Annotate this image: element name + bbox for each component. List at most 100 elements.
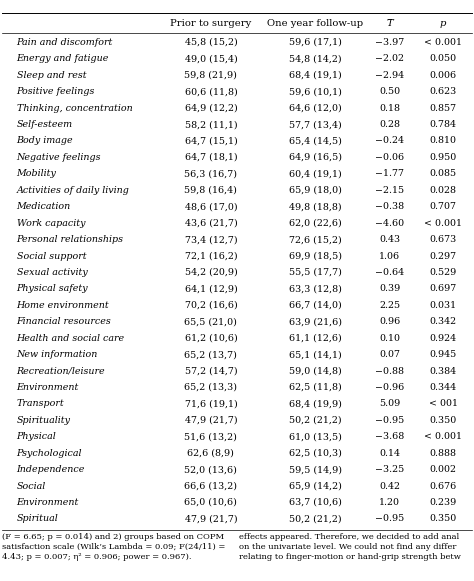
Text: 65,5 (21,0): 65,5 (21,0) [184,317,237,327]
Text: 1.20: 1.20 [379,498,400,507]
Text: Work capacity: Work capacity [17,218,85,228]
Text: 47,9 (21,7): 47,9 (21,7) [184,514,237,523]
Text: Prior to surgery: Prior to surgery [170,19,252,28]
Text: 0.350: 0.350 [429,514,457,523]
Text: Pain and discomfort: Pain and discomfort [17,38,113,47]
Text: Health and social care: Health and social care [17,333,125,343]
Text: 0.676: 0.676 [429,482,457,490]
Text: −3.68: −3.68 [375,432,404,442]
Text: 54,2 (20,9): 54,2 (20,9) [184,268,237,277]
Text: −0.64: −0.64 [375,268,404,277]
Text: 0.673: 0.673 [429,235,457,244]
Text: 50,2 (21,2): 50,2 (21,2) [289,416,342,425]
Text: 0.43: 0.43 [379,235,400,244]
Text: Mobility: Mobility [17,169,56,178]
Text: 0.42: 0.42 [379,482,400,490]
Text: < 0.001: < 0.001 [424,38,462,47]
Text: (F = 6.65; p = 0.014) and 2) groups based on COPM
satisfaction scale (Wilk’s Lam: (F = 6.65; p = 0.014) and 2) groups base… [2,533,226,561]
Text: T̅: T̅ [386,19,393,28]
Text: 59,0 (14,8): 59,0 (14,8) [289,367,342,375]
Text: Energy and fatigue: Energy and fatigue [17,54,109,63]
Text: 66,6 (13,2): 66,6 (13,2) [184,482,237,490]
Text: −3.97: −3.97 [375,38,404,47]
Text: 48,6 (17,0): 48,6 (17,0) [184,202,237,211]
Text: 60,6 (11,8): 60,6 (11,8) [184,87,237,96]
Text: 72,1 (16,2): 72,1 (16,2) [184,252,237,260]
Text: 49,0 (15,4): 49,0 (15,4) [184,54,237,63]
Text: 0.945: 0.945 [429,350,457,359]
Text: 64,7 (15,1): 64,7 (15,1) [184,137,237,145]
Text: 64,1 (12,9): 64,1 (12,9) [184,284,237,293]
Text: 65,2 (13,7): 65,2 (13,7) [184,350,237,359]
Text: 58,2 (11,1): 58,2 (11,1) [184,120,237,129]
Text: 0.18: 0.18 [379,103,400,113]
Text: 65,9 (14,2): 65,9 (14,2) [289,482,342,490]
Text: 57,7 (13,4): 57,7 (13,4) [289,120,342,129]
Text: 55,5 (17,7): 55,5 (17,7) [289,268,342,277]
Text: 62,5 (10,3): 62,5 (10,3) [289,449,342,458]
Text: 61,2 (10,6): 61,2 (10,6) [184,333,237,343]
Text: p: p [440,19,447,28]
Text: −2.02: −2.02 [375,54,404,63]
Text: 63,9 (21,6): 63,9 (21,6) [289,317,342,327]
Text: 0.50: 0.50 [379,87,400,96]
Text: Physical safety: Physical safety [17,284,88,293]
Text: Environment: Environment [17,383,79,392]
Text: 69,9 (18,5): 69,9 (18,5) [289,252,342,260]
Text: 63,3 (12,8): 63,3 (12,8) [289,284,342,293]
Text: 0.344: 0.344 [429,383,457,392]
Text: 60,4 (19,1): 60,4 (19,1) [289,169,342,178]
Text: Positive feelings: Positive feelings [17,87,95,96]
Text: 0.031: 0.031 [429,301,457,310]
Text: 0.07: 0.07 [379,350,400,359]
Text: Spiritual: Spiritual [17,514,58,523]
Text: 65,2 (13,3): 65,2 (13,3) [184,383,237,392]
Text: −0.96: −0.96 [375,383,404,392]
Text: 52,0 (13,6): 52,0 (13,6) [184,465,237,474]
Text: 2.25: 2.25 [379,301,400,310]
Text: 45,8 (15,2): 45,8 (15,2) [184,38,237,47]
Text: Activities of daily living: Activities of daily living [17,186,129,195]
Text: Psychological: Psychological [17,449,82,458]
Text: −1.77: −1.77 [375,169,404,178]
Text: Social: Social [17,482,46,490]
Text: < 001: < 001 [428,399,458,408]
Text: 59,8 (21,9): 59,8 (21,9) [184,71,237,80]
Text: −3.25: −3.25 [375,465,404,474]
Text: Sleep and rest: Sleep and rest [17,71,86,80]
Text: 43,6 (21,7): 43,6 (21,7) [184,218,237,228]
Text: Sexual activity: Sexual activity [17,268,87,277]
Text: 66,7 (14,0): 66,7 (14,0) [289,301,342,310]
Text: 59,8 (16,4): 59,8 (16,4) [184,186,237,195]
Text: −0.95: −0.95 [375,514,404,523]
Text: 47,9 (21,7): 47,9 (21,7) [184,416,237,425]
Text: 0.14: 0.14 [379,449,400,458]
Text: 0.297: 0.297 [429,252,457,260]
Text: Environment: Environment [17,498,79,507]
Text: Transport: Transport [17,399,64,408]
Text: 63,7 (10,6): 63,7 (10,6) [289,498,342,507]
Text: 0.239: 0.239 [429,498,457,507]
Text: Personal relationships: Personal relationships [17,235,124,244]
Text: 49,8 (18,8): 49,8 (18,8) [289,202,342,211]
Text: One year follow-up: One year follow-up [267,19,363,28]
Text: 0.342: 0.342 [429,317,457,327]
Text: Thinking, concentration: Thinking, concentration [17,103,132,113]
Text: Social support: Social support [17,252,86,260]
Text: 0.10: 0.10 [379,333,400,343]
Text: Recreation/leisure: Recreation/leisure [17,367,105,375]
Text: Spirituality: Spirituality [17,416,71,425]
Text: 0.39: 0.39 [379,284,400,293]
Text: 54,8 (14,2): 54,8 (14,2) [289,54,342,63]
Text: 65,4 (14,5): 65,4 (14,5) [289,137,342,145]
Text: 56,3 (16,7): 56,3 (16,7) [184,169,237,178]
Text: 0.784: 0.784 [430,120,456,129]
Text: 0.810: 0.810 [430,137,456,145]
Text: Self-esteem: Self-esteem [17,120,73,129]
Text: 50,2 (21,2): 50,2 (21,2) [289,514,342,523]
Text: 68,4 (19,1): 68,4 (19,1) [289,71,342,80]
Text: 0.350: 0.350 [429,416,457,425]
Text: 0.950: 0.950 [429,153,457,162]
Text: 0.050: 0.050 [429,54,457,63]
Text: 64,9 (16,5): 64,9 (16,5) [289,153,342,162]
